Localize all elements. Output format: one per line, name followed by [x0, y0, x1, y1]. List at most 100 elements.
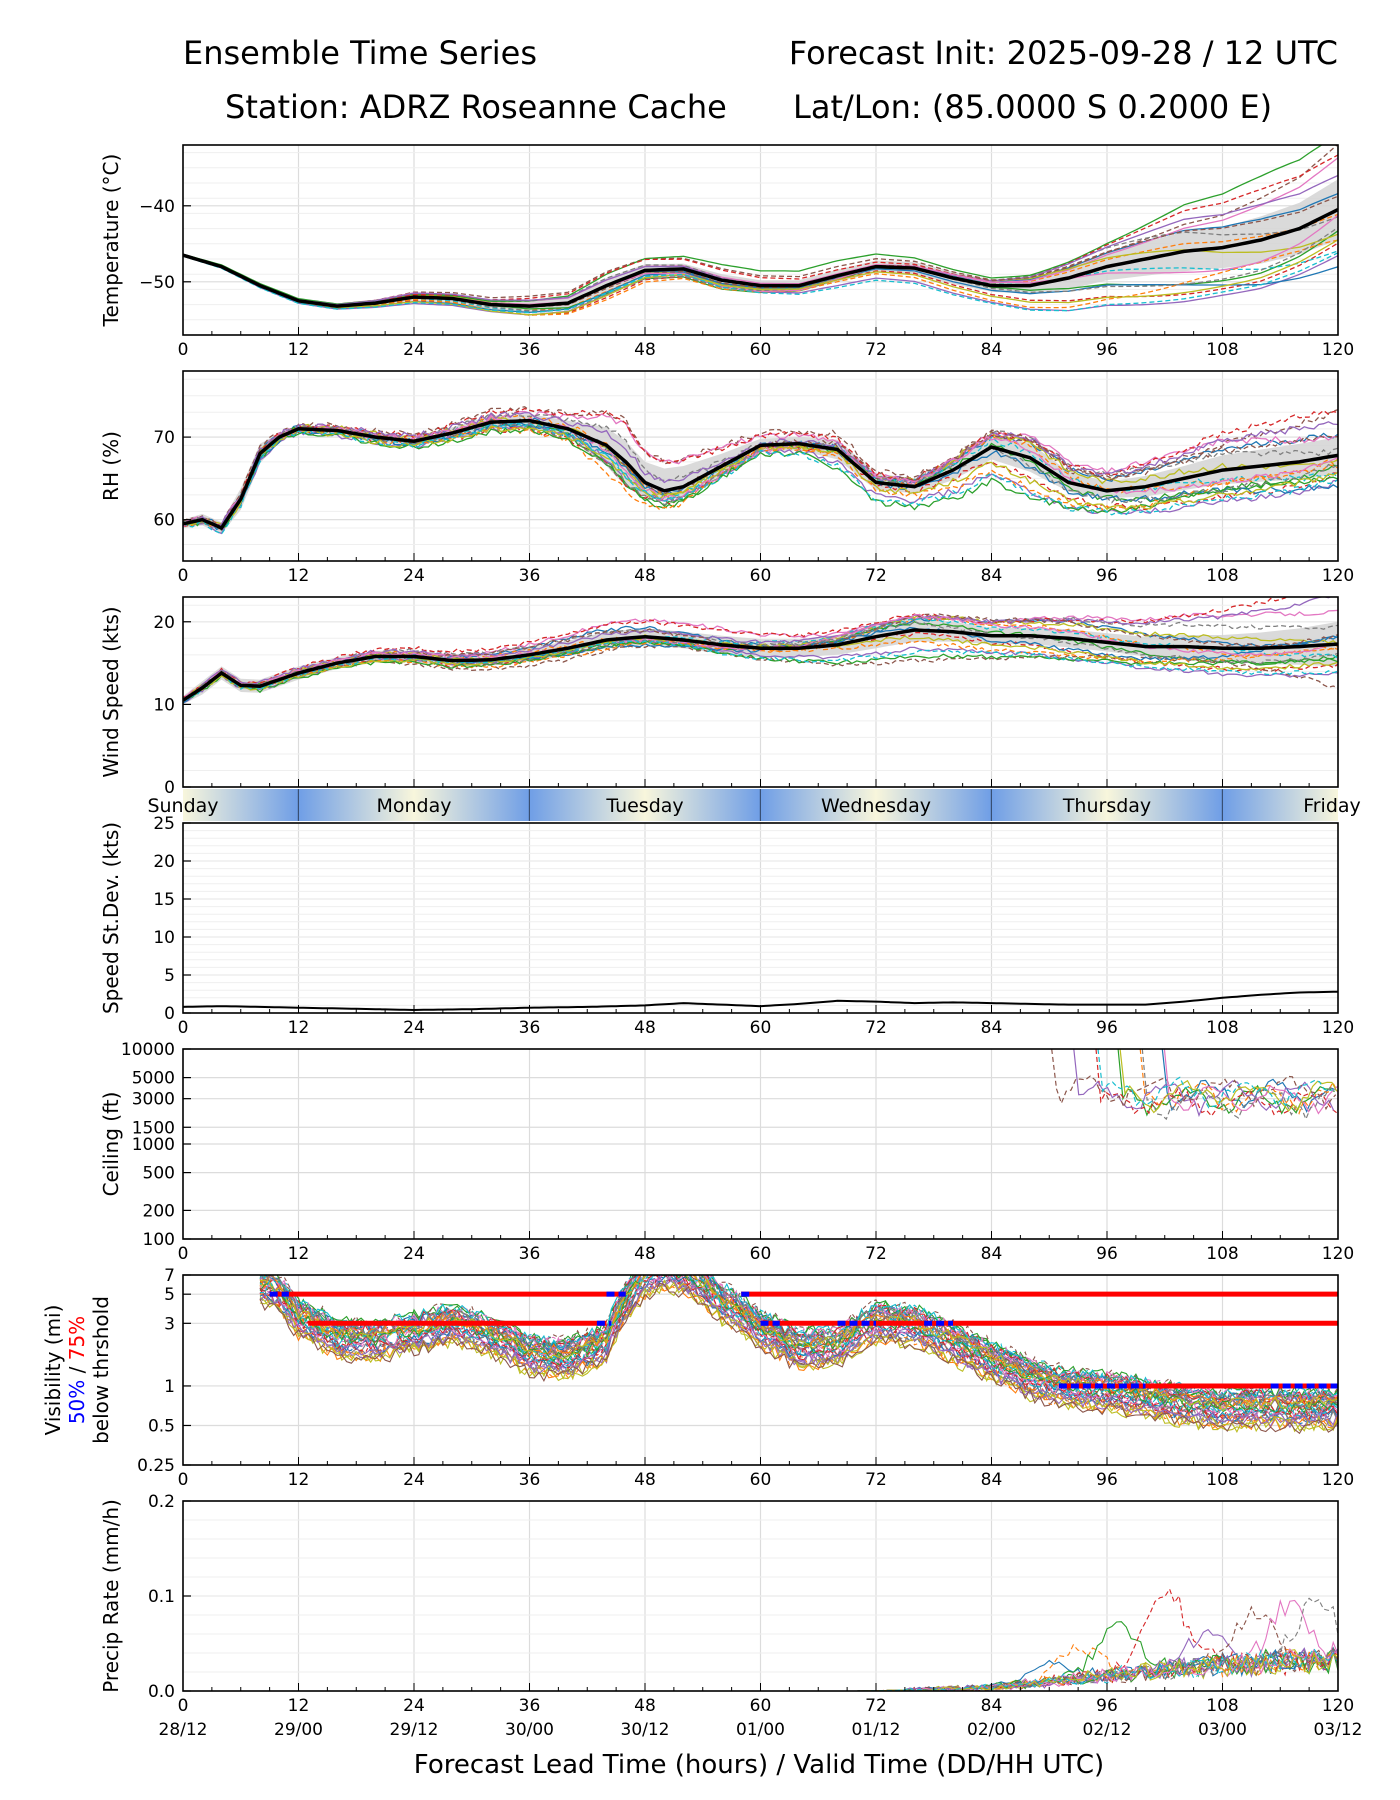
y-tick-label: 1 [164, 1377, 175, 1397]
y-tick-label: 3000 [132, 1090, 175, 1110]
member-line [1161, 1049, 1336, 1113]
panels: −40−500 12 24 36 48 60 72 84 96 108 120Temperature… [41, 144, 1363, 1740]
x-tick-label: 84 [981, 340, 1003, 360]
y-tick-label: 500 [143, 1164, 175, 1184]
member-line [183, 1628, 1338, 1691]
member-line [259, 1275, 1338, 1426]
x-tick-label: 96 [1096, 566, 1118, 586]
member-line [183, 1587, 1338, 1691]
y-tick-label: 3 [164, 1314, 175, 1334]
y-tick-label: 5 [164, 1285, 175, 1305]
title-right: Forecast Init: 2025-09-28 / 12 UTC [789, 34, 1338, 72]
member-line [183, 252, 1338, 314]
member-line [1141, 1049, 1336, 1121]
valid-time-label: 29/00 [274, 1720, 323, 1740]
y-axis-label-part: 50% [65, 1380, 89, 1424]
x-tick-label: 0 [178, 566, 189, 586]
valid-time-label: 02/00 [967, 1720, 1016, 1740]
x-tick-label: 120 [1322, 566, 1354, 586]
member-line [259, 1279, 1338, 1433]
x-tick-label: 48 [634, 1018, 656, 1038]
x-tick-label: 60 [750, 1244, 772, 1264]
y-axis-label: Wind Speed (kts) [99, 606, 123, 777]
x-tick-label: 72 [865, 1470, 887, 1490]
day-label: Tuesday [605, 795, 683, 817]
y-tick-label: 70 [153, 428, 175, 448]
x-tick-label: 36 [519, 1018, 541, 1038]
x-tick-label: 48 [634, 1244, 656, 1264]
member-line [183, 1647, 1338, 1691]
x-tick-label: 108 [1206, 1244, 1238, 1264]
day-segment [183, 789, 299, 821]
x-tick-label: 48 [634, 1696, 656, 1716]
y-tick-label: 100 [143, 1230, 175, 1250]
x-tick-label: 60 [750, 1470, 772, 1490]
x-tick-label: 84 [981, 1244, 1003, 1264]
member-line [1097, 1049, 1334, 1109]
x-tick-label: 60 [750, 566, 772, 586]
valid-time-label: 28/12 [159, 1720, 208, 1740]
plot-area-rh [183, 406, 1338, 535]
x-tick-label: 72 [865, 1244, 887, 1264]
x-tick-label: 12 [288, 1018, 310, 1038]
day-segment [298, 789, 530, 821]
plot-area-precip_rate [183, 1587, 1338, 1691]
y-axis-label: Ceiling (ft) [99, 1092, 123, 1197]
plot-area-wind_speed [183, 597, 1338, 705]
y-tick-label: 0.5 [148, 1416, 175, 1436]
day-segment [760, 789, 992, 821]
title-left: Ensemble Time Series [183, 34, 537, 72]
y-axis-label: Precip Rate (mm/h) [99, 1499, 123, 1693]
day-segment [991, 789, 1223, 821]
x-tick-label: 120 [1322, 340, 1354, 360]
valid-time-label: 30/12 [621, 1720, 670, 1740]
x-tick-label: 96 [1096, 340, 1118, 360]
x-tick-label: 108 [1206, 1018, 1238, 1038]
member-line [183, 1648, 1338, 1691]
x-tick-label: 84 [981, 1696, 1003, 1716]
y-tick-label: 0.0 [148, 1682, 175, 1702]
spread-band-wind_speed [183, 618, 1338, 705]
y-tick-label: 20 [153, 852, 175, 872]
x-tick-label: 12 [288, 340, 310, 360]
x-tick-label: 72 [865, 340, 887, 360]
y-tick-label: 7 [164, 1266, 175, 1286]
valid-time-label: 01/12 [852, 1720, 901, 1740]
day-label: Monday [376, 795, 451, 817]
member-line [183, 1648, 1338, 1691]
day-label: Sunday [147, 795, 218, 817]
member-line [259, 1275, 1338, 1417]
ensemble-mean-line [183, 628, 1338, 702]
member-line [1073, 1049, 1335, 1118]
x-tick-label: 24 [403, 340, 425, 360]
x-tick-label: 96 [1096, 1696, 1118, 1716]
x-tick-label: 36 [519, 1470, 541, 1490]
x-tick-label: 12 [288, 1470, 310, 1490]
latlon-title: Lat/Lon: (85.0000 S 0.2000 E) [793, 88, 1272, 126]
member-line [259, 1275, 1338, 1424]
day-segment [1222, 789, 1338, 821]
y-axis-label: 50% / 75% [65, 1316, 89, 1424]
y-axis-label: Visibility (mi) [41, 1305, 65, 1436]
member-line [259, 1282, 1338, 1429]
y-axis-label: Temperature (°C) [99, 154, 123, 328]
x-tick-label: 12 [288, 1244, 310, 1264]
member-line [1119, 1049, 1338, 1114]
member-line [183, 1621, 1338, 1691]
y-tick-label: 0.25 [137, 1456, 175, 1476]
y-axis-label: below thrshold [89, 1296, 113, 1444]
panel-wind_speed: 0 10 20 Wind Speed (kts) [99, 596, 1339, 798]
day-of-week-bar: Sunday Monday Tuesday Wednesday Thursday Frid… [147, 789, 1361, 821]
day-label: Wednesday [821, 795, 931, 817]
valid-time-label: 02/12 [1083, 1720, 1132, 1740]
x-tick-label: 24 [403, 1470, 425, 1490]
x-tick-label: 84 [981, 566, 1003, 586]
y-axis-label-part: Visibility (mi) [41, 1305, 65, 1436]
member-line [183, 597, 1288, 698]
x-tick-label: 72 [865, 1018, 887, 1038]
spread-band-temperature [183, 179, 1338, 313]
plot-area-temperature [183, 145, 1338, 316]
x-tick-label: 0 [178, 1470, 189, 1490]
